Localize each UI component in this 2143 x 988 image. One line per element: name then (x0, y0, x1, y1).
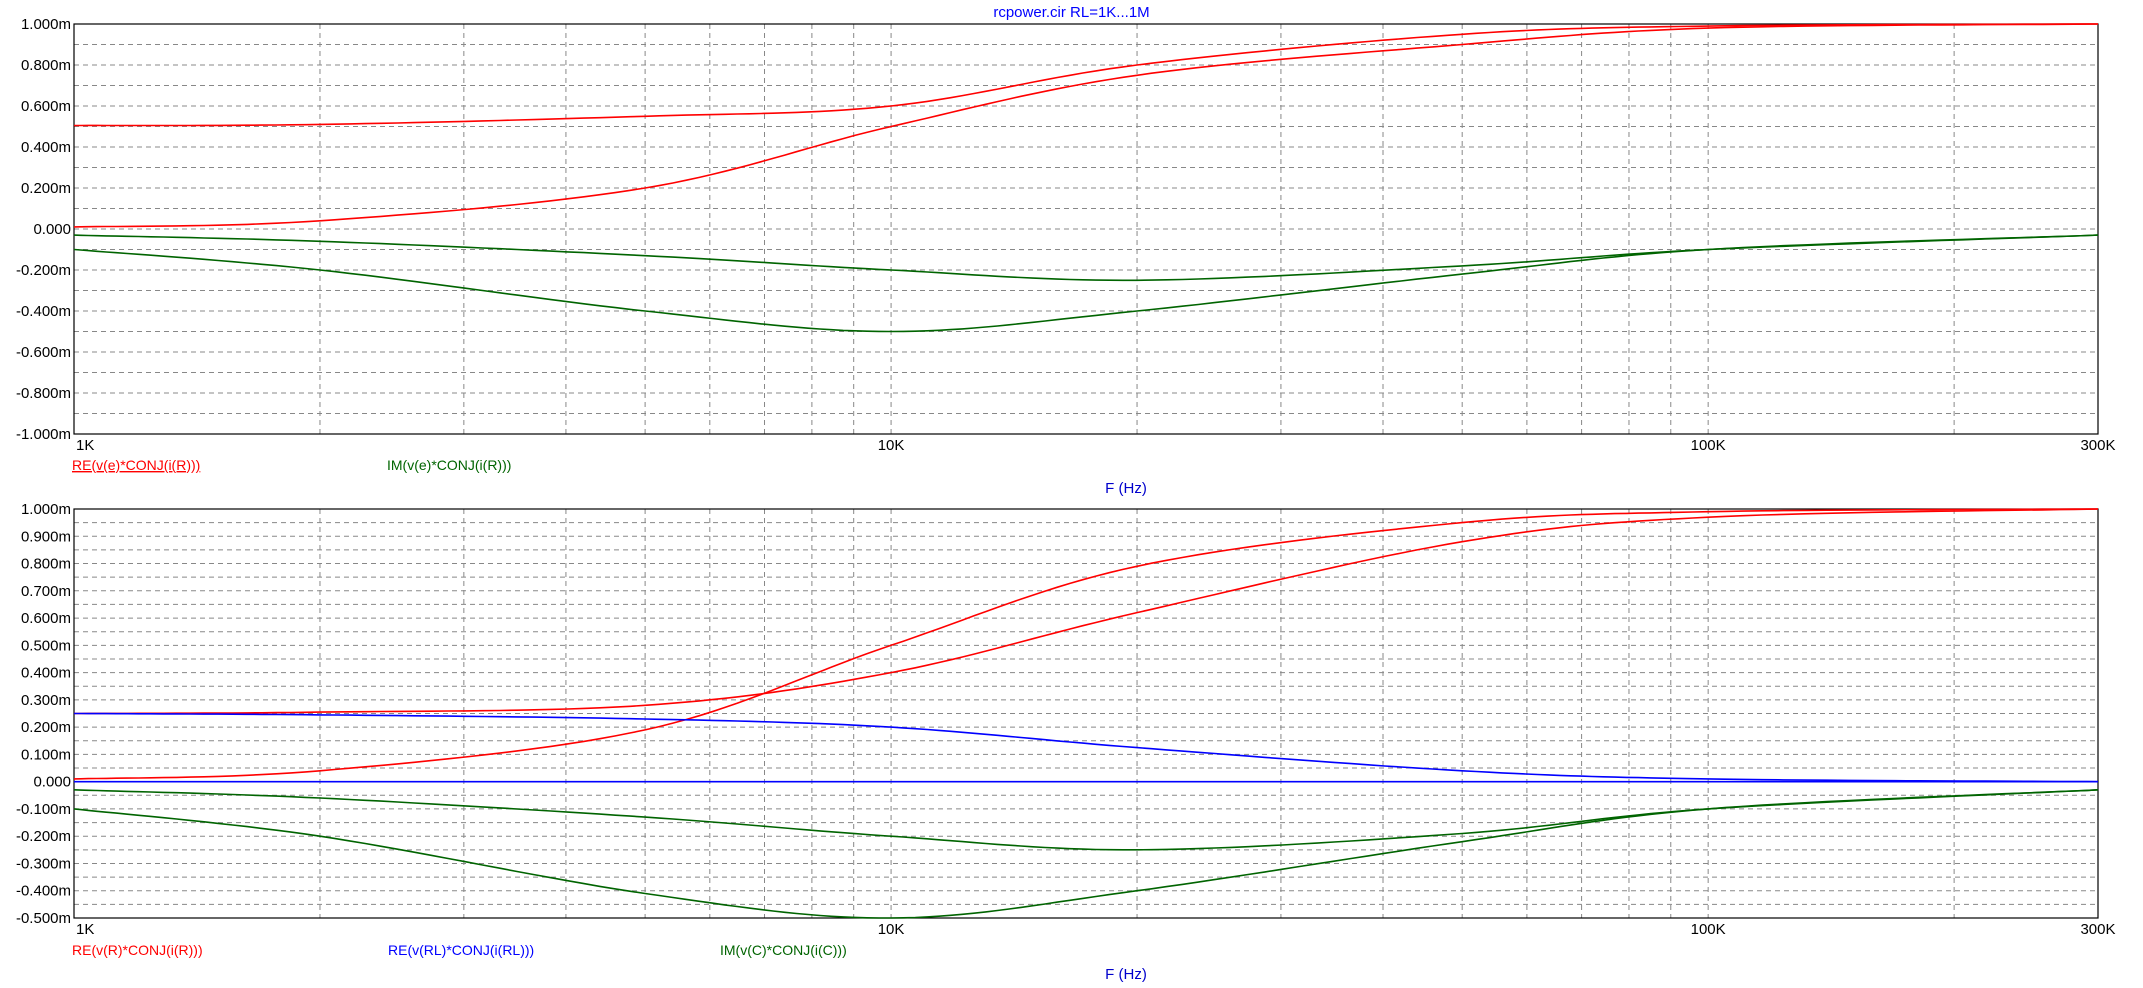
y-tick-label: 0.400m (21, 139, 71, 156)
series-line (73, 234, 2099, 333)
legend-entry: RE(v(e)*CONJ(i(R))) (72, 457, 200, 473)
x-tick-label: 1K (76, 921, 94, 938)
y-tick-label: -0.800m (16, 385, 71, 402)
series-line (73, 234, 2099, 282)
y-tick-label: 0.600m (21, 610, 71, 627)
x-tick-label: 100K (1691, 921, 1726, 938)
series-line (73, 789, 2099, 919)
x-axis-label: F (Hz) (1105, 480, 1147, 497)
y-tick-label: -0.100m (16, 801, 71, 818)
y-tick-label: -0.400m (16, 303, 71, 320)
y-tick-label: 0.000 (33, 774, 71, 791)
y-tick-label: 0.800m (21, 556, 71, 573)
y-tick-label: -0.200m (16, 262, 71, 279)
y-tick-label: 0.400m (21, 665, 71, 682)
x-tick-label: 100K (1691, 437, 1726, 454)
series-line (74, 23, 2098, 127)
y-tick-label: 0.100m (21, 746, 71, 763)
y-tick-label: -0.200m (16, 828, 71, 845)
series-line (73, 789, 2099, 851)
y-tick-label: 0.900m (21, 528, 71, 545)
series-line (73, 23, 2099, 228)
x-tick-label: 1K (76, 437, 94, 454)
y-tick-label: -0.300m (16, 855, 71, 872)
series-line (74, 712, 2099, 783)
y-tick-label: 0.200m (21, 719, 71, 736)
y-tick-label: 0.000 (33, 221, 71, 238)
y-tick-label: 1.000m (21, 16, 71, 33)
series-line (74, 508, 2099, 715)
y-tick-label: 0.800m (21, 57, 71, 74)
series-line (73, 508, 2099, 780)
legend-entry: IM(v(e)*CONJ(i(R))) (387, 457, 511, 473)
y-tick-label: -1.000m (16, 426, 71, 443)
x-axis-label: F (Hz) (1105, 966, 1147, 983)
legend-entry: IM(v(C)*CONJ(i(C))) (720, 942, 847, 958)
y-tick-label: -0.600m (16, 344, 71, 361)
legend-entry: RE(v(RL)*CONJ(i(RL))) (388, 942, 534, 958)
y-tick-label: 0.300m (21, 692, 71, 709)
x-tick-label: 10K (878, 437, 905, 454)
y-tick-label: 0.600m (21, 98, 71, 115)
y-tick-label: -0.500m (16, 910, 71, 927)
x-tick-label: 10K (878, 921, 905, 938)
x-tick-label: 300K (2080, 921, 2115, 938)
y-tick-label: 0.500m (21, 637, 71, 654)
y-tick-label: -0.400m (16, 883, 71, 900)
y-tick-label: 1.000m (21, 501, 71, 518)
chart-title: rcpower.cir RL=1K...1M (993, 4, 1150, 21)
y-tick-label: 0.700m (21, 583, 71, 600)
x-tick-label: 300K (2080, 437, 2115, 454)
plot-frame (73, 23, 2099, 435)
legend-entry: RE(v(R)*CONJ(i(R))) (72, 942, 203, 958)
y-tick-label: 0.200m (21, 180, 71, 197)
